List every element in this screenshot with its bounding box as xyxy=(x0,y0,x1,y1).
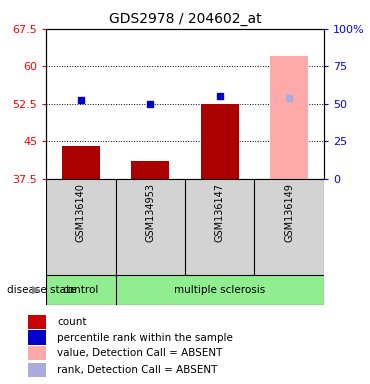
Text: GSM136149: GSM136149 xyxy=(284,184,294,242)
Text: multiple sclerosis: multiple sclerosis xyxy=(174,285,265,295)
Text: ▶: ▶ xyxy=(32,285,41,295)
Bar xyxy=(28,363,46,377)
Text: value, Detection Call = ABSENT: value, Detection Call = ABSENT xyxy=(57,348,223,358)
Bar xyxy=(62,146,100,179)
Title: GDS2978 / 204602_at: GDS2978 / 204602_at xyxy=(109,12,261,26)
Bar xyxy=(201,104,239,179)
Bar xyxy=(131,161,169,179)
Text: disease state: disease state xyxy=(7,285,77,295)
Text: percentile rank within the sample: percentile rank within the sample xyxy=(57,333,233,343)
Bar xyxy=(28,346,46,360)
Bar xyxy=(270,56,308,179)
Text: GSM136140: GSM136140 xyxy=(76,184,86,242)
Text: GSM134953: GSM134953 xyxy=(145,184,155,242)
Text: control: control xyxy=(63,285,99,295)
Text: count: count xyxy=(57,317,87,327)
Bar xyxy=(28,330,46,345)
Text: GSM136147: GSM136147 xyxy=(215,184,225,242)
Text: rank, Detection Call = ABSENT: rank, Detection Call = ABSENT xyxy=(57,365,218,375)
Bar xyxy=(28,315,46,329)
